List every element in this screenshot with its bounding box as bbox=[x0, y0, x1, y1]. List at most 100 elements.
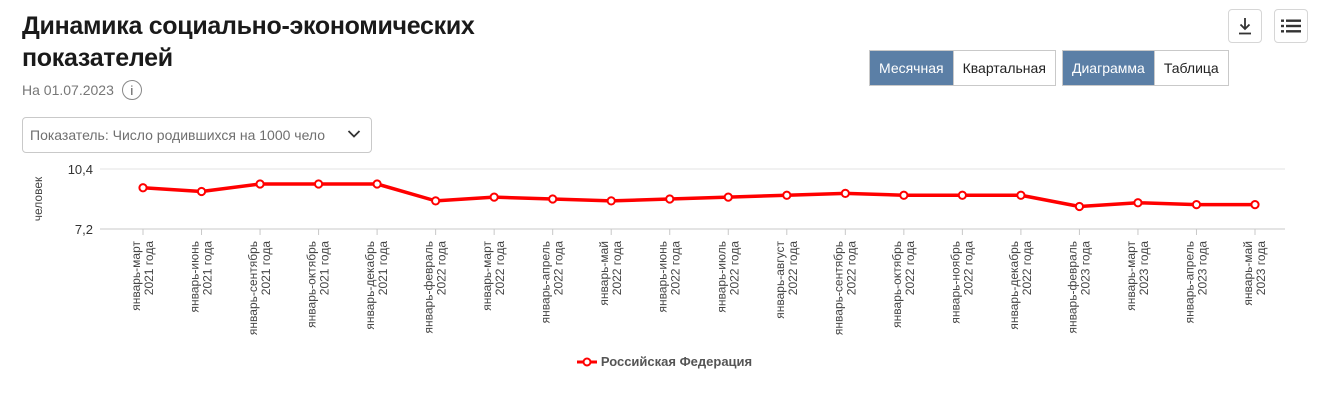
x-tick-label-year: 2022 года bbox=[727, 241, 741, 296]
data-point[interactable] bbox=[255, 179, 265, 189]
x-tick-label-period: январь-февраль bbox=[1065, 241, 1079, 333]
data-point[interactable] bbox=[548, 194, 558, 204]
x-tick-label: январь-март 2021 года bbox=[129, 241, 156, 311]
x-tick-label: январь-сентябрь 2021 года bbox=[246, 241, 273, 335]
x-tick-label: январь-март 2023 года bbox=[1124, 241, 1151, 311]
x-tick-label: январь-апрель 2023 года bbox=[1182, 241, 1209, 324]
data-point[interactable] bbox=[196, 186, 207, 197]
download-button[interactable] bbox=[1228, 9, 1262, 43]
x-tick-label-period: январь-февраль bbox=[422, 241, 436, 333]
period-toggle: Месячная Квартальная bbox=[869, 50, 1056, 86]
x-tick-label-period: январь-октябрь bbox=[305, 241, 319, 328]
x-tick-label-year: 2021 года bbox=[201, 241, 215, 296]
data-point[interactable] bbox=[313, 179, 324, 189]
data-point[interactable] bbox=[899, 190, 909, 200]
period-quarterly-button[interactable]: Квартальная bbox=[952, 51, 1055, 85]
x-tick-label: январь-декабрь 2021 года bbox=[363, 241, 390, 330]
x-tick-label-period: январь-апрель bbox=[1182, 241, 1196, 323]
data-point[interactable] bbox=[1016, 190, 1026, 200]
x-tick-label: январь-ноябрь 2022 года bbox=[948, 241, 975, 324]
x-tick-label-period: январь-май bbox=[597, 241, 611, 306]
x-tick-label-period: январь-апрель bbox=[539, 241, 553, 323]
indicator-select[interactable]: Показатель: Число родившихся на 1000 чел… bbox=[22, 117, 372, 153]
x-tick-label: январь-июль 2022 года bbox=[714, 241, 741, 313]
data-point[interactable] bbox=[1133, 198, 1143, 208]
series-line bbox=[142, 182, 1255, 209]
x-tick-label: январь-февраль 2023 года bbox=[1065, 241, 1092, 334]
x-tick-label-period: январь-июль bbox=[714, 241, 728, 313]
x-tick-label-period: январь-ноябрь bbox=[948, 241, 962, 324]
data-point[interactable] bbox=[138, 183, 148, 193]
x-tick-label: январь-декабрь 2022 года bbox=[1007, 241, 1034, 330]
data-point[interactable] bbox=[723, 192, 733, 202]
menu-button[interactable] bbox=[1274, 9, 1308, 43]
data-point[interactable] bbox=[665, 194, 675, 204]
x-tick-label-period: январь-май bbox=[1241, 241, 1255, 306]
legend-marker-icon bbox=[576, 357, 597, 366]
x-tick-label-year: 2022 года bbox=[435, 241, 449, 296]
y-axis-label: человек bbox=[31, 176, 45, 221]
date-row: На 01.07.2023 i bbox=[22, 80, 142, 100]
x-tick-label-period: январь-март bbox=[480, 241, 494, 311]
x-tick-label-period: январь-декабрь bbox=[363, 241, 377, 330]
x-tick-label-period: январь-июнь bbox=[656, 241, 670, 313]
x-tick-label-year: 2021 года bbox=[318, 241, 332, 296]
x-tick-label: январь-февраль 2022 года bbox=[422, 241, 449, 334]
x-tick-label-year: 2023 года bbox=[1195, 241, 1209, 296]
x-tick-label-period: январь-март bbox=[1124, 241, 1138, 311]
x-tick-label: январь-май 2023 года bbox=[1241, 241, 1268, 306]
legend-item[interactable]: Российская Федерация bbox=[576, 354, 752, 369]
chart-legend: Российская Федерация bbox=[0, 354, 1329, 370]
view-table-button[interactable]: Таблица bbox=[1153, 51, 1228, 85]
x-tick-label-year: 2022 года bbox=[961, 241, 975, 296]
data-point[interactable] bbox=[489, 192, 499, 202]
data-point[interactable] bbox=[840, 188, 850, 198]
data-point[interactable] bbox=[1191, 200, 1202, 210]
x-tick-label: январь-май 2022 года bbox=[597, 241, 624, 306]
x-tick-label: январь-октябрь 2021 года bbox=[305, 241, 332, 328]
chart-grid bbox=[100, 168, 1285, 230]
data-point[interactable] bbox=[957, 190, 967, 200]
report-date: На 01.07.2023 bbox=[22, 82, 114, 98]
x-tick-label: январь-сентябрь 2022 года bbox=[831, 241, 858, 335]
x-axis-ticks: январь-март 2021 года январь-июнь 2021 года… bbox=[129, 229, 1268, 335]
info-icon[interactable]: i bbox=[121, 80, 142, 100]
period-monthly-button[interactable]: Месячная bbox=[870, 51, 953, 85]
x-tick-label-year: 2023 года bbox=[1078, 241, 1092, 296]
x-tick-label-year: 2021 года bbox=[142, 241, 156, 296]
data-point[interactable] bbox=[372, 179, 382, 189]
x-tick-label: январь-июнь 2021 года bbox=[188, 241, 215, 313]
view-chart-button[interactable]: Диаграмма bbox=[1063, 51, 1154, 85]
x-tick-label: январь-октябрь 2022 года bbox=[890, 241, 917, 328]
x-tick-label-period: январь-декабрь bbox=[1007, 241, 1021, 330]
list-icon bbox=[1281, 19, 1301, 33]
data-point[interactable] bbox=[782, 190, 792, 200]
x-tick-label-year: 2021 года bbox=[259, 241, 273, 296]
x-tick-label-year: 2023 года bbox=[1137, 241, 1151, 296]
x-tick-label-year: 2022 года bbox=[844, 241, 858, 296]
data-point[interactable] bbox=[431, 196, 441, 206]
x-tick-label-year: 2022 года bbox=[493, 241, 507, 296]
x-tick-label: январь-апрель 2022 года bbox=[539, 241, 566, 324]
download-icon bbox=[1239, 18, 1251, 35]
x-tick-label-year: 2022 года bbox=[610, 241, 624, 296]
indicator-select-value: Показатель: Число родившихся на 1000 чел… bbox=[30, 127, 326, 143]
x-tick-label-year: 2023 года bbox=[1254, 241, 1268, 296]
x-tick-label-year: 2021 года bbox=[376, 241, 390, 296]
line-chart: человек 10,47,2 январь-март 2021 года янва… bbox=[31, 162, 1285, 335]
x-tick-label-year: 2022 года bbox=[903, 241, 917, 296]
x-tick-label: январь-март 2022 года bbox=[480, 241, 507, 311]
x-tick-label: январь-июнь 2022 года bbox=[656, 241, 683, 313]
data-point[interactable] bbox=[606, 196, 616, 206]
data-point[interactable] bbox=[1074, 201, 1085, 212]
chart-series bbox=[138, 179, 1260, 212]
x-tick-label-year: 2022 года bbox=[1020, 241, 1034, 296]
data-point[interactable] bbox=[1250, 200, 1260, 210]
x-tick-label-period: январь-сентябрь bbox=[246, 241, 260, 335]
x-tick-label-period: январь-октябрь bbox=[890, 241, 904, 328]
y-tick-label: 7,2 bbox=[75, 222, 93, 237]
x-tick-label-year: 2022 года bbox=[552, 241, 566, 296]
chevron-down-icon bbox=[347, 130, 361, 138]
x-tick-label-year: 2022 года bbox=[786, 241, 800, 296]
x-tick-label-period: январь-август bbox=[773, 240, 787, 318]
